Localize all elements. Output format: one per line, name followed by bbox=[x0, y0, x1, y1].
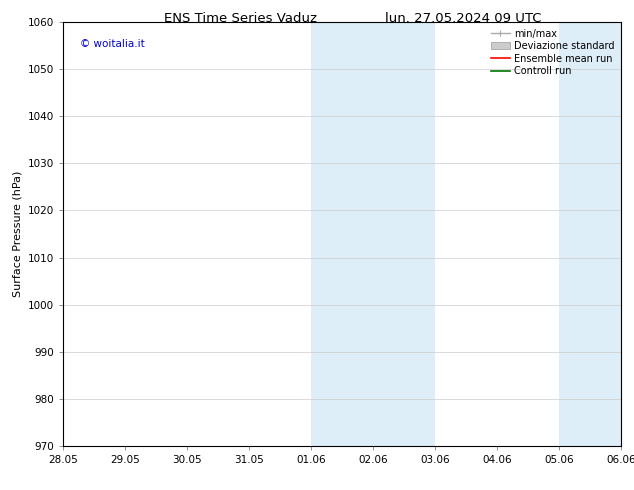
Legend: min/max, Deviazione standard, Ensemble mean run, Controll run: min/max, Deviazione standard, Ensemble m… bbox=[489, 27, 616, 78]
Text: ENS Time Series Vaduz: ENS Time Series Vaduz bbox=[164, 12, 318, 25]
Bar bbox=[311, 22, 436, 446]
Text: lun. 27.05.2024 09 UTC: lun. 27.05.2024 09 UTC bbox=[385, 12, 541, 25]
Text: © woitalia.it: © woitalia.it bbox=[80, 39, 145, 49]
Bar bbox=[559, 22, 621, 446]
Y-axis label: Surface Pressure (hPa): Surface Pressure (hPa) bbox=[13, 171, 23, 297]
